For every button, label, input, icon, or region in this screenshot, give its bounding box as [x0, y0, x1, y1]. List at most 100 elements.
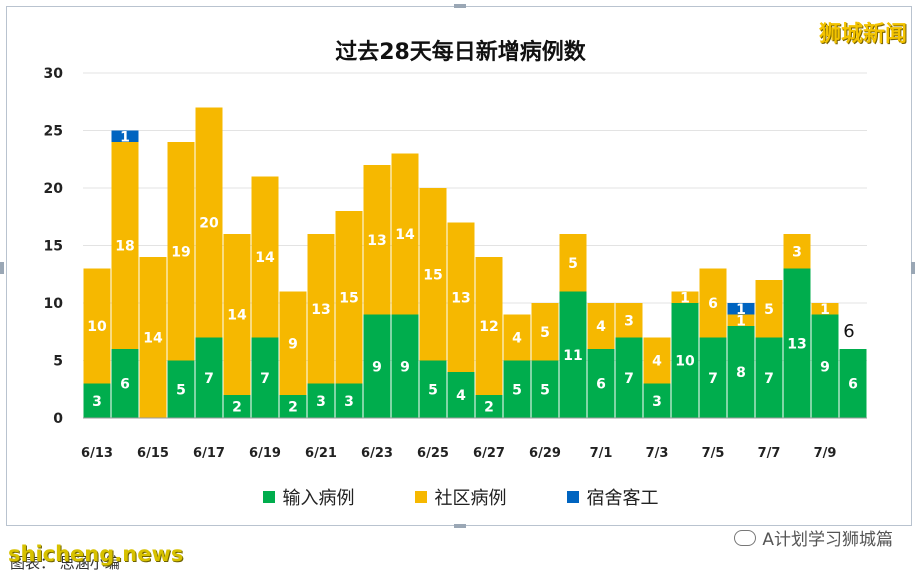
- data-label: 9: [372, 359, 382, 375]
- x-tick-label: 6/19: [249, 446, 281, 461]
- bar-community: [419, 188, 447, 361]
- wechat-label: A计划学习狮城篇: [762, 530, 893, 550]
- bar-import: [223, 395, 251, 418]
- bar-community: [475, 257, 503, 395]
- chart-title: 过去28天每日新增病例数: [335, 40, 586, 65]
- bar-import: [475, 395, 503, 418]
- bar-import: [307, 383, 335, 418]
- resize-handle-right[interactable]: [911, 262, 915, 274]
- bar-import: [335, 383, 363, 418]
- bar-import: [727, 326, 755, 418]
- data-label: 7: [260, 371, 270, 387]
- data-label: 15: [339, 290, 358, 306]
- bar-community: [391, 153, 419, 315]
- data-label: 4: [456, 388, 466, 404]
- bar-community: [559, 234, 587, 292]
- legend-item-dorm: 宿舍客工: [566, 484, 659, 510]
- data-label: 5: [512, 382, 522, 398]
- data-label: 9: [820, 359, 830, 375]
- data-label: 14: [227, 308, 247, 324]
- data-label: 13: [367, 233, 386, 249]
- caption: 图表： 思涵小编: [10, 554, 120, 572]
- wechat-icon: [734, 529, 757, 546]
- data-label: 4: [512, 331, 522, 347]
- legend-label-community: 社区病例: [434, 488, 507, 509]
- bar-import: [783, 268, 811, 418]
- y-tick-label: 20: [44, 181, 64, 197]
- bar-import: [419, 360, 447, 418]
- resize-handle-top[interactable]: [454, 4, 466, 8]
- legend-swatch-community: [414, 491, 427, 503]
- y-tick-label: 25: [44, 124, 63, 140]
- bar-community: [279, 291, 307, 395]
- data-label: 3: [624, 313, 634, 329]
- wechat-credit: A计划学习狮城篇: [734, 525, 893, 550]
- bar-community: [811, 303, 839, 315]
- y-tick-label: 5: [53, 354, 63, 370]
- data-label: 20: [199, 216, 219, 232]
- data-label: 15: [423, 267, 442, 283]
- y-tick-label: 0: [53, 411, 63, 427]
- bar-community: [699, 268, 727, 338]
- data-label: 3: [344, 394, 354, 410]
- data-label: 14: [255, 250, 275, 266]
- x-tick-label: 7/3: [646, 446, 669, 461]
- bar-community: [447, 222, 475, 372]
- bar-import: [755, 337, 783, 418]
- site-watermark: shicheng.news: [8, 542, 184, 566]
- data-label: 2: [484, 400, 494, 416]
- bar-community: [783, 234, 811, 269]
- resize-handle-left[interactable]: [0, 262, 4, 274]
- bar-import: [531, 360, 559, 418]
- bar-import: [279, 395, 307, 418]
- bar-community: [335, 211, 363, 384]
- x-tick-label: 6/15: [137, 446, 169, 461]
- data-label: 10: [675, 354, 695, 370]
- legend-swatch-dorm: [566, 491, 579, 503]
- bar-import: [447, 372, 475, 418]
- data-label: 18: [115, 239, 134, 255]
- bar-community: [307, 234, 335, 384]
- data-label: 12: [479, 319, 498, 335]
- data-label: 11: [563, 348, 582, 364]
- data-label: 9: [400, 359, 410, 375]
- x-tick-label: 6/29: [529, 446, 561, 461]
- bar-import: [671, 303, 699, 418]
- data-label: 14: [395, 227, 415, 243]
- bar-dorm: [727, 303, 755, 315]
- x-tick-label: 7/1: [590, 446, 613, 461]
- bar-import: [643, 383, 671, 418]
- data-label: 7: [204, 371, 214, 387]
- x-tick-label: 6/25: [417, 446, 449, 461]
- bar-import: [251, 337, 279, 418]
- data-label: 5: [540, 382, 550, 398]
- data-label: 1: [120, 129, 130, 145]
- bar-community: [615, 303, 643, 338]
- bar-community: [167, 142, 195, 361]
- legend: 输入病例 社区病例 宿舍客工: [0, 484, 921, 510]
- annotation-label: 6: [843, 321, 854, 342]
- data-label: 2: [232, 400, 242, 416]
- data-label: 6: [596, 377, 606, 393]
- legend-swatch-import: [262, 491, 275, 503]
- data-label: 7: [624, 371, 634, 387]
- data-label: 14: [143, 331, 163, 347]
- data-label: 1: [820, 302, 830, 318]
- bar-import: [587, 349, 615, 418]
- bar-import: [615, 337, 643, 418]
- y-tick-label: 15: [44, 239, 63, 255]
- data-label: 9: [288, 336, 298, 352]
- data-label: 13: [311, 302, 330, 318]
- bar-community: [363, 165, 391, 315]
- x-tick-label: 7/9: [814, 446, 837, 461]
- resize-handle-bottom[interactable]: [454, 524, 466, 528]
- data-label: 13: [787, 336, 806, 352]
- x-tick-label: 6/27: [473, 446, 505, 461]
- bar-import: [699, 337, 727, 418]
- bar-import: [111, 349, 139, 418]
- data-label: 6: [120, 377, 130, 393]
- data-label: 3: [316, 394, 326, 410]
- data-label: 7: [708, 371, 718, 387]
- data-label: 5: [540, 325, 550, 341]
